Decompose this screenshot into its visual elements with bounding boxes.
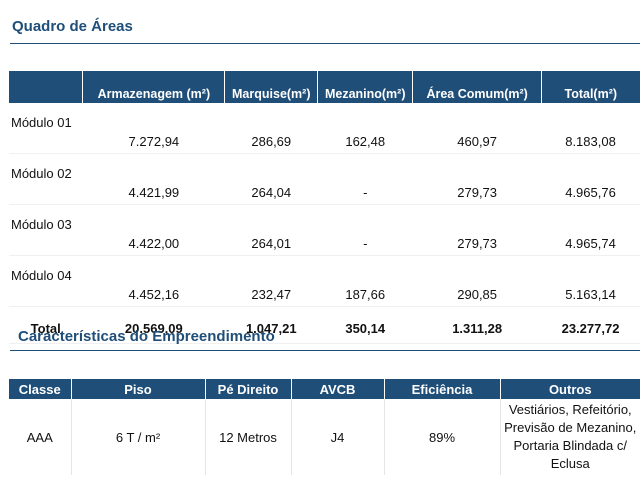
cell-armazenagem: 4.422,00 [82,204,226,256]
cell-eficiencia: 89% [384,399,501,475]
row-label: Módulo 02 [9,153,84,205]
cell-pe-direito: 12 Metros [205,399,292,475]
header-pe-direito: Pé Direito [205,379,292,399]
outros-line: Portaria Blindada c/ [513,438,627,453]
cell-area-comum: 290,85 [412,255,543,307]
total-label: Total [9,306,84,344]
caracteristicas-section-title: Características do Empreendimento [18,328,275,345]
header-outros: Outros [500,379,640,399]
areas-header-total: Total(m²) [541,71,640,103]
caracteristicas-header-row: Classe Piso Pé Direito AVCB Eficiência O… [9,379,640,399]
cell-mezanino: 162,48 [317,103,414,154]
outros-line: Vestiários, Refeitório, [508,402,632,417]
cell-classe: AAA [9,399,72,475]
cell-total: 4.965,76 [541,153,640,205]
areas-header-mezanino: Mezanino(m²) [317,71,414,103]
cell-total: 4.965,74 [541,204,640,256]
cell-total: 8.183,08 [541,103,640,154]
cell-marquise: 286,69 [224,103,319,154]
header-piso: Piso [71,379,206,399]
cell-armazenagem: 4.452,16 [82,255,226,307]
total-armazenagem: 20.569,09 [82,306,226,344]
areas-header-marquise: Marquise(m²) [224,71,319,103]
cell-mezanino: - [317,204,414,256]
caracteristicas-title-rule [10,350,640,351]
caracteristicas-table: Classe Piso Pé Direito AVCB Eficiência O… [9,379,640,475]
cell-area-comum: 460,97 [412,103,543,154]
cell-total: 5.163,14 [541,255,640,307]
header-classe: Classe [9,379,72,399]
cell-mezanino: 187,66 [317,255,414,307]
areas-table: Armazenagem (m²) Marquise(m²) Mezanino(m… [9,71,640,344]
cell-armazenagem: 7.272,94 [82,103,226,154]
cell-outros: Vestiários, Refeitório, Previsão de Meza… [500,399,640,475]
outros-line: Eclusa [550,456,590,471]
areas-section-title: Quadro de Áreas [12,18,133,35]
header-eficiencia: Eficiência [384,379,501,399]
total-marquise: 1.047,21 [224,306,319,344]
table-row: Módulo 02 4.421,99 264,04 - 279,73 4.965… [9,153,640,205]
cell-area-comum: 279,73 [412,204,543,256]
cell-armazenagem: 4.421,99 [82,153,226,205]
cell-avcb: J4 [291,399,385,475]
row-label: Módulo 01 [9,103,84,154]
table-row: Módulo 01 7.272,94 286,69 162,48 460,97 … [9,103,640,154]
table-row: Módulo 04 4.452,16 232,47 187,66 290,85 … [9,255,640,307]
areas-title-rule [10,43,640,44]
areas-header-corner [9,71,84,103]
table-row: Módulo 03 4.422,00 264,01 - 279,73 4.965… [9,204,640,256]
outros-line: Previsão de Mezanino, [504,420,637,435]
cell-area-comum: 279,73 [412,153,543,205]
cell-marquise: 232,47 [224,255,319,307]
table-row: AAA 6 T / m² 12 Metros J4 89% Vestiários… [9,399,640,475]
cell-piso: 6 T / m² [71,399,206,475]
cell-mezanino: - [317,153,414,205]
areas-header-area-comum: Área Comum(m²) [412,71,543,103]
total-mezanino: 350,14 [317,306,414,344]
row-label: Módulo 04 [9,255,84,307]
row-label: Módulo 03 [9,204,84,256]
total-total: 23.277,72 [541,306,640,344]
total-area-comum: 1.311,28 [412,306,543,344]
areas-header-row: Armazenagem (m²) Marquise(m²) Mezanino(m… [9,71,640,103]
header-avcb: AVCB [291,379,385,399]
areas-header-armazenagem: Armazenagem (m²) [82,71,226,103]
cell-marquise: 264,01 [224,204,319,256]
total-row: Total 20.569,09 1.047,21 350,14 1.311,28… [9,306,640,344]
cell-marquise: 264,04 [224,153,319,205]
